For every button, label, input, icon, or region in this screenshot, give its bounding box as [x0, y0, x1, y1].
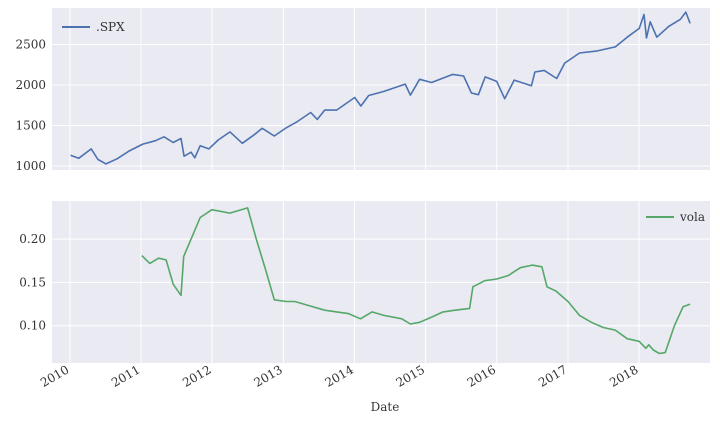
vola-y-tick-label: 0.15: [19, 275, 46, 289]
spx-y-tick-label: 2500: [15, 37, 46, 51]
spx-line: [70, 11, 691, 165]
x-tick-label: 2015: [394, 362, 427, 389]
spx-y-tick-labels: 1000 1500 2000 2500: [15, 37, 46, 173]
spx-y-tick-label: 2000: [15, 78, 46, 92]
vola-y-tick-label: 0.10: [19, 319, 46, 333]
vola-y-tick-labels: 0.10 0.15 0.20: [19, 232, 46, 333]
vola-legend-label: vola: [679, 210, 705, 224]
spx-legend: .SPX: [62, 20, 125, 34]
x-tick-label: 2013: [251, 362, 284, 389]
x-tick-label: 2010: [38, 362, 71, 389]
vola-series: [141, 207, 691, 355]
x-tick-label: 2018: [607, 362, 640, 389]
vola-y-tick-label: 0.20: [19, 232, 46, 246]
spx-y-tick-label: 1000: [15, 159, 46, 173]
vola-line: [141, 207, 691, 355]
vola-legend: vola: [646, 210, 705, 224]
x-tick-label: 2014: [323, 362, 357, 390]
volatility-panel: 0.100.150.20 2010 2011 2012 2013 2014 2015 201…: [19, 201, 710, 390]
x-tick-labels: 2010 2011 2012 2013 2014 2015 2016 2017 2018: [38, 362, 641, 390]
spx-y-tick-label: 1500: [15, 118, 46, 132]
spx-plot-area: [52, 8, 710, 170]
x-tick-label: 2012: [180, 362, 213, 389]
x-axis-label: Date: [371, 400, 400, 414]
x-tick-label: 2016: [465, 362, 498, 389]
spx-series: [70, 11, 691, 165]
spx-price-panel: 1000 1500 2000 2500 .SPX: [15, 8, 710, 173]
spx-grid: [52, 8, 710, 170]
x-tick-label: 2017: [536, 362, 569, 389]
spx-legend-label: .SPX: [96, 20, 125, 34]
x-tick-label: 2011: [109, 362, 142, 389]
